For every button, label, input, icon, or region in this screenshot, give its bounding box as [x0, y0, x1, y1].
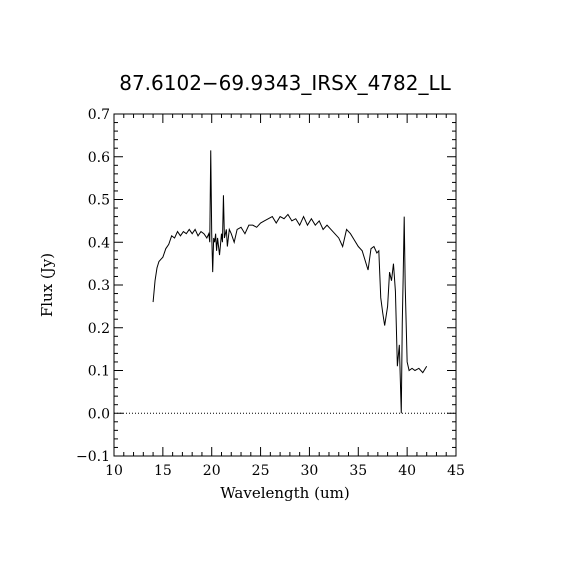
y-tick-label: 0.0	[88, 406, 110, 422]
y-tick-label: 0.2	[88, 321, 110, 337]
axis-ticks	[113, 113, 457, 457]
x-axis-label: Wavelength (um)	[220, 484, 349, 502]
plot-frame	[113, 113, 457, 457]
x-tick-label: 40	[398, 463, 416, 479]
x-tick-label: 35	[349, 463, 367, 479]
y-axis-label: Flux (Jy)	[38, 253, 56, 317]
y-tick-label: 0.6	[88, 150, 110, 166]
y-tick-label: 0.4	[88, 235, 110, 251]
x-tick-label: 45	[447, 463, 465, 479]
y-tick-label: 0.1	[88, 364, 110, 380]
x-tick-label: 15	[154, 463, 172, 479]
chart-title: 87.6102−69.9343_IRSX_4782_LL	[119, 71, 451, 95]
y-tick-label: −0.1	[76, 449, 110, 465]
x-tick-label: 30	[301, 463, 319, 479]
y-tick-label: 0.5	[88, 193, 110, 209]
y-tick-label: 0.7	[88, 107, 110, 123]
flux-spectrum-line	[152, 150, 428, 414]
tick-labels: 10 15 20 25 30 35 40 45 −0.1 0.0 0.1 0.2 0.3 0.4 0.5 0.…	[76, 107, 465, 479]
x-tick-label: 20	[203, 463, 221, 479]
x-tick-label: 10	[105, 463, 123, 479]
x-tick-label: 25	[252, 463, 270, 479]
y-tick-label: 0.3	[88, 278, 110, 294]
